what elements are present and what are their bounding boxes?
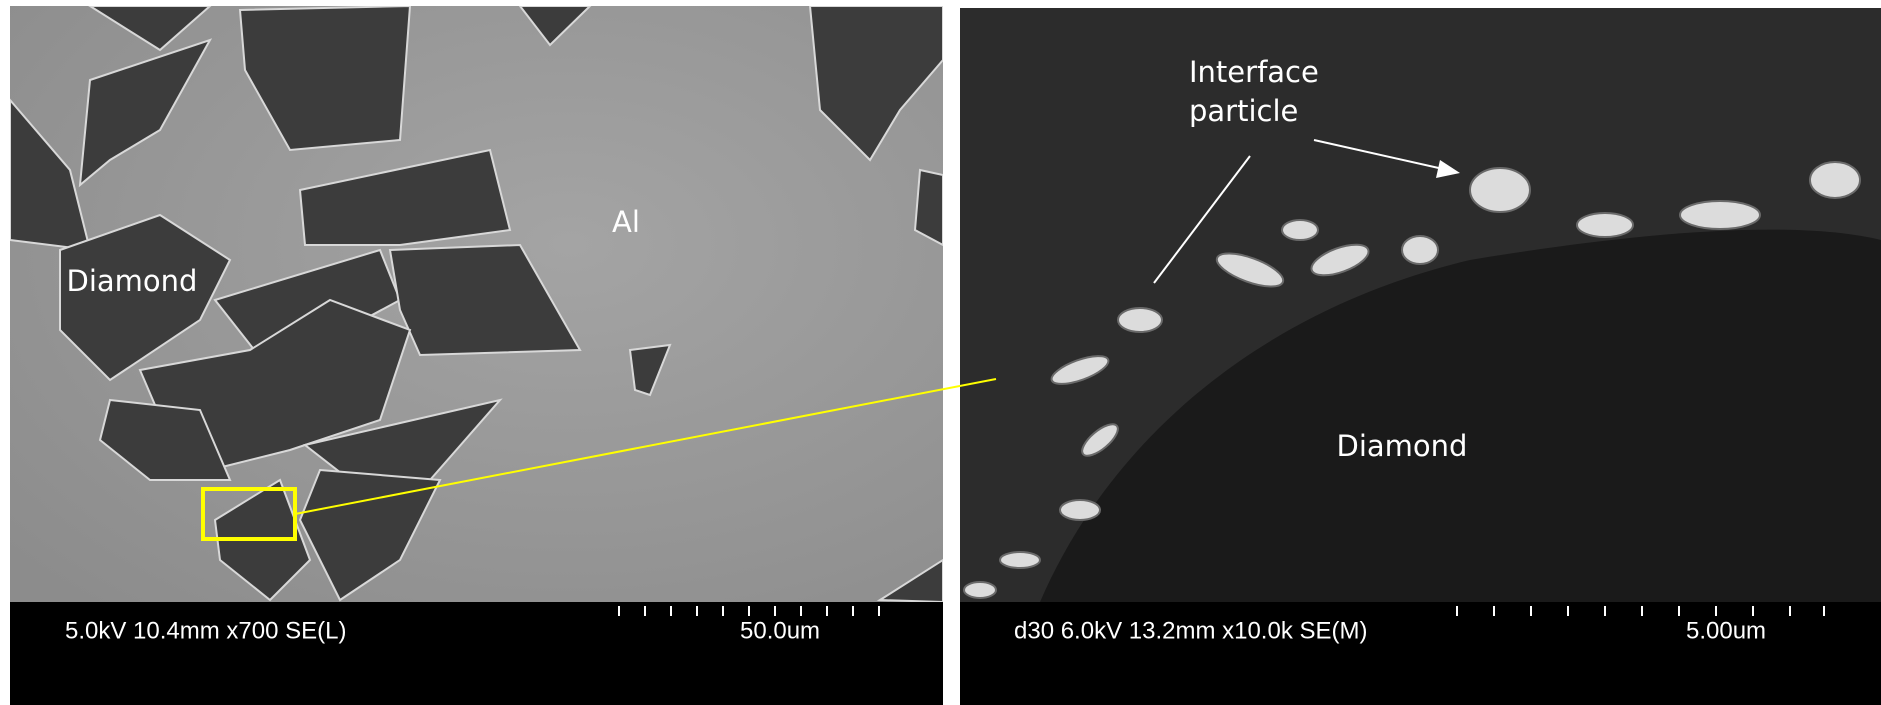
left-diamond-label: Diamond <box>67 264 198 298</box>
annotation-line-1: Interface <box>1189 55 1319 89</box>
right-parameters: d30 6.0kV 13.2mm x10.0k SE(M) <box>1014 617 1367 644</box>
left-parameters: 5.0kV 10.4mm x700 SE(L) <box>65 617 346 644</box>
right-scale: 5.00um <box>1686 617 1766 644</box>
left-scale: 50.0um <box>740 617 820 644</box>
al-label: Al <box>612 205 640 239</box>
annotation-line-2: particle <box>1189 94 1298 128</box>
figure: Diamond Al 5.0kV 10.4mm x700 SE(L) 50.0u… <box>0 0 1881 705</box>
right-diamond-label: Diamond <box>1337 429 1468 463</box>
left-micrograph <box>10 6 943 602</box>
right-micrograph <box>960 8 1881 602</box>
